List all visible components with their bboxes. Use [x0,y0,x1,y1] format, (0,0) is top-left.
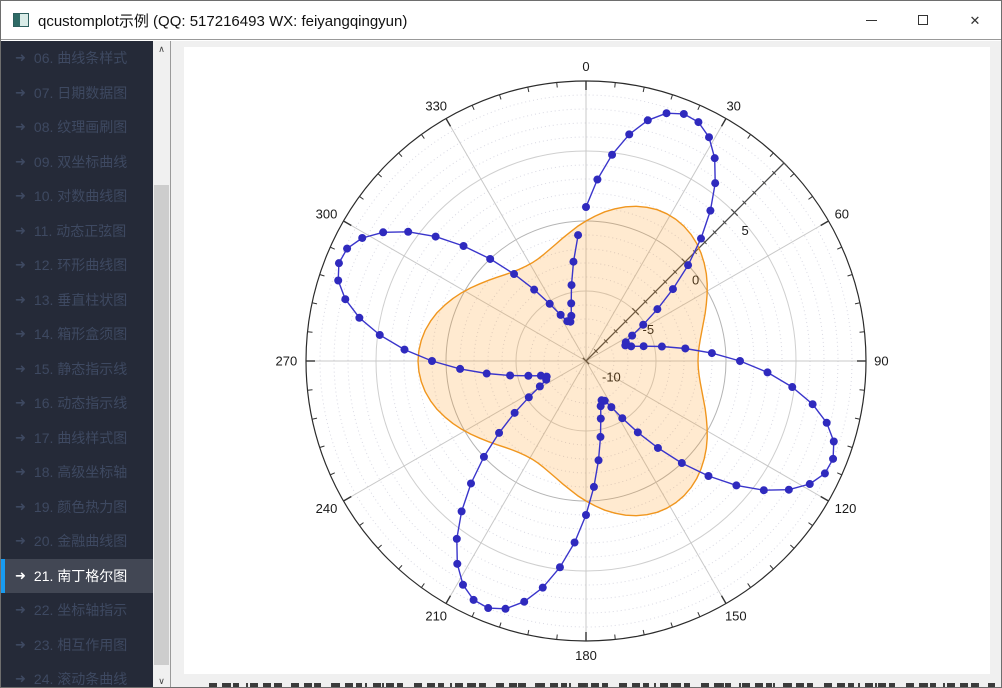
title-bar: qcustomplot示例 (QQ: 517216493 WX: feiyang… [1,1,1001,39]
svg-text:210: 210 [425,609,447,624]
svg-text:-5: -5 [642,322,654,337]
sidebar-item-20[interactable]: ➜ 20. 金融曲线图 [1,524,153,559]
sidebar-item-21[interactable]: ➜ 21. 南丁格尔图 [1,558,153,593]
sidebar-item-label: 22. 坐标轴指示 [33,602,128,619]
window-body: ➜ 06. 曲线条样式 ➜ 07. 日期数据图 ➜ 08. 纹理画刷图 ➜ 09. 双坐标曲线… [1,39,1001,688]
sidebar-item-label: 11. 动态正弦图 [33,222,127,239]
sidebar-scrollbar[interactable]: ∧ ∨ [153,41,170,687]
svg-text:270: 270 [276,354,298,369]
arrow-icon: ➜ [15,533,26,549]
sidebar-item-label: 14. 箱形盒须图 [33,326,128,343]
svg-text:-10: -10 [602,370,621,385]
arrow-icon: ➜ [15,602,26,618]
arrow-icon: ➜ [15,464,26,480]
minimize-button[interactable] [845,1,897,39]
arrow-icon: ➜ [15,395,26,411]
arrow-icon: ➜ [15,84,26,100]
sidebar-item-label: 06. 曲线条样式 [33,50,128,67]
arrow-icon: ➜ [15,326,26,342]
maximize-icon [918,15,928,25]
arrow-icon: ➜ [15,671,26,687]
arrow-icon: ➜ [15,291,26,307]
sidebar-item-24[interactable]: ➜ 24. 滚动条曲线 [1,662,153,688]
arrow-icon: ➜ [15,119,26,135]
bottom-clipped-text-row [209,683,995,687]
svg-text:150: 150 [725,609,747,624]
arrow-icon: ➜ [15,636,26,652]
polar-chart-canvas[interactable]: 0 30 60 90 120 150 180 210 240 270 300 330 -10 -5 0 5 [184,47,990,674]
arrow-icon: ➜ [15,188,26,204]
svg-text:240: 240 [316,501,338,516]
svg-text:90: 90 [874,354,888,369]
app-icon [13,13,29,27]
sidebar-item-label: 20. 金融曲线图 [33,533,128,550]
arrow-icon: ➜ [15,429,26,445]
arrow-icon: ➜ [15,498,26,514]
sidebar-item-15[interactable]: ➜ 15. 静态指示线 [1,352,153,387]
sidebar-menu: ➜ 06. 曲线条样式 ➜ 07. 日期数据图 ➜ 08. 纹理画刷图 ➜ 09. 双坐标曲线… [1,41,153,688]
arrow-icon: ➜ [15,257,26,273]
sidebar-item-23[interactable]: ➜ 23. 相互作用图 [1,628,153,663]
scroll-up-button[interactable]: ∧ [153,41,170,58]
polar-plot-widget: 0 30 60 90 120 150 180 210 240 270 300 330 -10 -5 0 5 [184,47,990,674]
sidebar-item-label: 24. 滚动条曲线 [33,671,128,688]
sidebar-item-label: 08. 纹理画刷图 [33,119,128,136]
arrow-icon: ➜ [15,50,26,66]
close-icon: ✕ [969,12,981,28]
svg-text:0: 0 [582,59,589,74]
sidebar-item-10[interactable]: ➜ 10. 对数曲线图 [1,179,153,214]
svg-text:30: 30 [726,98,740,113]
sidebar-item-label: 17. 曲线样式图 [33,429,128,446]
svg-text:60: 60 [835,206,849,221]
sidebar-item-label: 12. 环形曲线图 [33,257,128,274]
svg-text:5: 5 [741,223,748,238]
chevron-down-icon: ∨ [158,676,165,686]
scroll-down-button[interactable]: ∨ [153,673,170,687]
sidebar-item-16[interactable]: ➜ 16. 动态指示线 [1,386,153,421]
svg-text:180: 180 [575,648,597,663]
sidebar-item-09[interactable]: ➜ 09. 双坐标曲线 [1,145,153,180]
sidebar-item-22[interactable]: ➜ 22. 坐标轴指示 [1,593,153,628]
window-title: qcustomplot示例 (QQ: 517216493 WX: feiyang… [38,12,408,30]
main-panel: 0 30 60 90 120 150 180 210 240 270 300 330 -10 -5 0 5 [170,41,1001,687]
scrollbar-thumb[interactable] [154,185,169,665]
svg-text:330: 330 [425,98,447,113]
close-button[interactable]: ✕ [949,1,1001,39]
sidebar-item-label: 16. 动态指示线 [33,395,128,412]
sidebar-item-06[interactable]: ➜ 06. 曲线条样式 [1,41,153,76]
sidebar-item-label: 07. 日期数据图 [33,84,128,101]
sidebar-item-label: 15. 静态指示线 [33,360,128,377]
sidebar-item-17[interactable]: ➜ 17. 曲线样式图 [1,421,153,456]
sidebar-item-label: 09. 双坐标曲线 [33,153,128,170]
sidebar-item-label: 13. 垂直柱状图 [33,291,128,308]
sidebar-item-label: 10. 对数曲线图 [33,188,128,205]
svg-text:300: 300 [316,206,338,221]
sidebar-item-13[interactable]: ➜ 13. 垂直柱状图 [1,283,153,318]
sidebar-item-08[interactable]: ➜ 08. 纹理画刷图 [1,110,153,145]
svg-text:0: 0 [692,273,699,288]
minimize-icon [865,19,877,21]
sidebar-item-07[interactable]: ➜ 07. 日期数据图 [1,76,153,111]
sidebar-item-11[interactable]: ➜ 11. 动态正弦图 [1,214,153,249]
sidebar-item-12[interactable]: ➜ 12. 环形曲线图 [1,248,153,283]
chevron-up-icon: ∧ [158,44,165,54]
arrow-icon: ➜ [15,567,26,583]
sidebar-item-label: 19. 颜色热力图 [33,498,128,515]
arrow-icon: ➜ [15,360,26,376]
sidebar-item-18[interactable]: ➜ 18. 高级坐标轴 [1,455,153,490]
svg-text:120: 120 [835,501,857,516]
sidebar-item-14[interactable]: ➜ 14. 箱形盒须图 [1,317,153,352]
sidebar-item-label: 23. 相互作用图 [33,636,128,653]
sidebar-item-19[interactable]: ➜ 19. 颜色热力图 [1,490,153,525]
maximize-button[interactable] [897,1,949,39]
arrow-icon: ➜ [15,222,26,238]
sidebar-item-label: 21. 南丁格尔图 [33,567,128,584]
arrow-icon: ➜ [15,153,26,169]
sidebar-item-label: 18. 高级坐标轴 [33,464,128,481]
